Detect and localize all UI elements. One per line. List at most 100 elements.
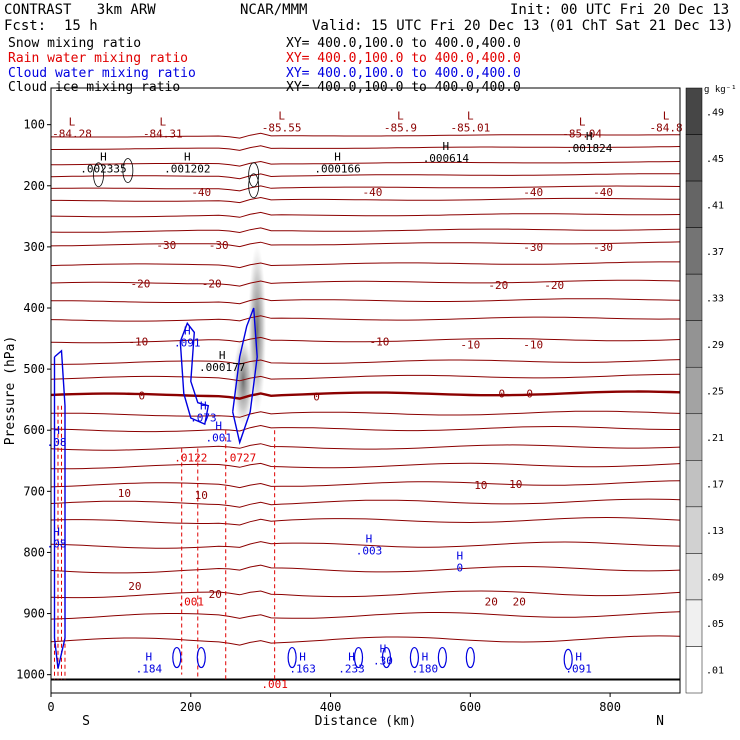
low-value-label: -85.01 xyxy=(450,122,490,135)
snow-contour xyxy=(248,162,260,188)
colorbar-swatch xyxy=(685,506,703,554)
colorbar-swatch xyxy=(685,553,703,601)
temperature-contour xyxy=(50,185,681,192)
high-marker: H xyxy=(457,549,464,562)
temperature-contour xyxy=(50,373,681,382)
colorbar-swatch xyxy=(685,180,703,228)
init-time: Init: 00 UTC Fri 20 Dec 13 xyxy=(510,2,730,18)
x-tick-label: 200 xyxy=(180,700,202,714)
isotherm-label: -40 xyxy=(191,186,211,199)
colorbar-label: .09 xyxy=(706,573,724,584)
low-value-label: -85.55 xyxy=(262,122,302,135)
isotherm-label: -40 xyxy=(523,186,543,199)
cloud-water-contour xyxy=(465,646,475,669)
cloud-water-contour xyxy=(381,646,392,669)
high-marker: H xyxy=(53,424,60,437)
temperature-contour xyxy=(50,336,681,344)
temperature-contour xyxy=(50,611,681,620)
cloud-water-contour xyxy=(563,648,573,670)
isotherm-label: -10 xyxy=(523,339,543,352)
colorbar-label: .49 xyxy=(706,107,724,118)
colorbar-swatch xyxy=(685,413,703,461)
freezing-level-contour xyxy=(50,390,681,400)
temperature-contour xyxy=(50,315,680,322)
colorbar-label: .33 xyxy=(706,293,724,304)
x-axis-label: Distance (km) xyxy=(315,714,417,729)
temperature-contour xyxy=(50,498,681,508)
y-tick-label: 800 xyxy=(23,545,45,559)
cloud-water-value-label: .091 xyxy=(565,662,592,675)
high-marker: H xyxy=(443,140,450,153)
low-value-label: -84.8 xyxy=(649,122,682,135)
cloud-water-value-label: .08 xyxy=(47,436,67,449)
ice-plume-shading xyxy=(233,336,254,427)
rain-value-label: .001 xyxy=(261,678,288,691)
high-marker: H xyxy=(348,650,355,663)
temperature-contour xyxy=(51,359,681,365)
cloud-water-value-label: 0 xyxy=(457,561,464,574)
temperature-contour xyxy=(51,132,681,139)
cloud-water-value-label: .091 xyxy=(174,337,201,350)
low-value-label: -85.04 xyxy=(562,128,602,141)
isotherm-label: 0 xyxy=(139,389,146,402)
temperature-contour xyxy=(50,462,681,470)
org-label: NCAR/MMM xyxy=(240,2,308,18)
plot-frame xyxy=(50,87,681,694)
high-marker: H xyxy=(299,650,306,663)
cloud-water-contour xyxy=(172,646,182,669)
isotherm-label: 10 xyxy=(118,487,131,500)
low-value-label: -84.28 xyxy=(52,128,92,141)
high-marker: H xyxy=(215,419,222,432)
isotherm-label: -40 xyxy=(363,186,383,199)
high-marker: H xyxy=(184,150,191,163)
isotherm-label: 0 xyxy=(498,388,505,401)
high-marker: H xyxy=(575,650,582,663)
y-tick-label: 1000 xyxy=(16,668,45,682)
isotherm-label: -20 xyxy=(131,278,151,291)
snow-value-label: .001202 xyxy=(164,162,210,175)
isotherm-label: 10 xyxy=(195,489,208,502)
temperature-contour xyxy=(50,241,681,248)
cloud-water-value-label: .233 xyxy=(338,662,365,675)
temperature-contour xyxy=(50,480,681,489)
high-marker: H xyxy=(53,526,60,539)
low-marker: L xyxy=(160,116,167,129)
snow-value-label: .000614 xyxy=(423,152,470,165)
snow-contour xyxy=(122,158,134,183)
temperature-contour xyxy=(50,564,681,574)
low-value-label: -84.31 xyxy=(143,128,183,141)
high-marker: H xyxy=(146,650,153,663)
isotherm-label: -20 xyxy=(202,278,222,291)
colorbar-swatch xyxy=(685,460,703,508)
temperature-contour xyxy=(50,160,681,167)
isotherm-label: 20 xyxy=(513,595,526,608)
colorbar-label: .41 xyxy=(706,200,724,211)
temperature-contour xyxy=(51,196,680,204)
low-value-label: -85.9 xyxy=(384,122,417,135)
snow-contour xyxy=(248,173,260,199)
high-marker: H xyxy=(219,349,226,362)
colorbar-swatch xyxy=(685,134,703,182)
isotherm-label: -30 xyxy=(156,239,176,252)
temperature-contour xyxy=(50,279,681,287)
rain-value-label: .0122 xyxy=(174,452,207,465)
low-marker: L xyxy=(397,110,404,123)
y-tick-label: 600 xyxy=(23,423,45,437)
x-tick-label: 600 xyxy=(459,700,481,714)
y-tick-label: 500 xyxy=(23,362,45,376)
colorbar-label: .05 xyxy=(706,619,724,630)
low-marker: L xyxy=(467,110,474,123)
field-name-snow: Snow mixing ratio xyxy=(8,36,142,51)
cloud-water-value-label: .073 xyxy=(190,412,217,425)
high-marker: H xyxy=(100,150,107,163)
low-marker: L xyxy=(663,110,670,123)
low-marker: L xyxy=(69,116,76,129)
model-title: CONTRAST 3km ARW xyxy=(4,2,156,18)
field-xy-snow: XY= 400.0,100.0 to 400.0,400.0 xyxy=(286,36,521,51)
temperature-contour xyxy=(50,635,681,646)
colorbar: .49 .45 .41 .37 .33 .29 .25 .21 .17 .13 .09 .05 .01 g… xyxy=(685,85,737,694)
high-marker: H xyxy=(200,400,207,413)
valid-time: Valid: 15 UTC Fri 20 Dec 13 (01 ChT Sat … xyxy=(312,18,734,34)
